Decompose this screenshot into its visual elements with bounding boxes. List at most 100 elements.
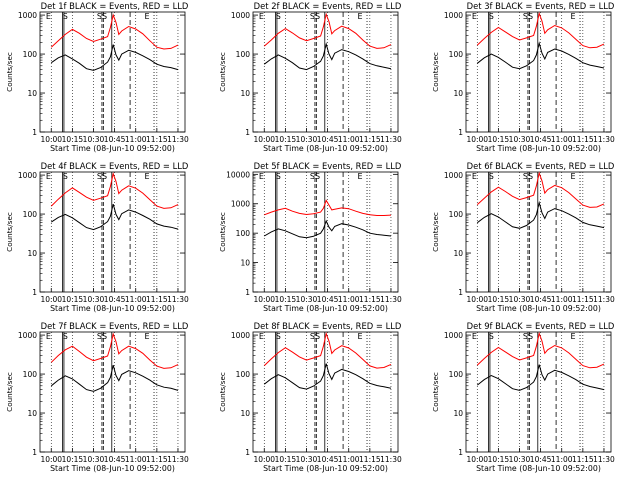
x-tick-label: 11:30 bbox=[593, 455, 615, 464]
event-annotation: SS bbox=[523, 172, 533, 181]
y-tick-label: 1 bbox=[32, 288, 37, 297]
event-annotation: SS bbox=[97, 172, 107, 181]
y-tick-label: 1000 bbox=[231, 11, 250, 20]
plot-svg: Det 8f BLACK = Events, RED = LLD 1 10 100 10… bbox=[218, 321, 402, 473]
plot-title: Det 7f BLACK = Events, RED = LLD bbox=[41, 321, 189, 331]
lld-series-line bbox=[263, 12, 392, 49]
plot-title: Det 2f BLACK = Events, RED = LLD bbox=[254, 1, 402, 11]
event-annotation: SS bbox=[97, 12, 107, 21]
x-tick-label: 11:15 bbox=[572, 295, 594, 304]
event-annotation: S bbox=[489, 332, 494, 341]
event-annotation: S bbox=[63, 12, 68, 21]
x-tick-label: 10:30 bbox=[296, 295, 318, 304]
y-tick-label: 1000 bbox=[231, 200, 250, 209]
x-tick-label: 11:30 bbox=[380, 295, 402, 304]
event-annotation: S bbox=[63, 332, 68, 341]
x-tick-label: 10:30 bbox=[509, 455, 531, 464]
y-tick-label: 10 bbox=[240, 409, 250, 418]
event-annotation: E bbox=[144, 332, 149, 341]
y-tick-label: 1 bbox=[245, 448, 250, 457]
x-axis-label: Start Time (08-Jun-10 09:52:00) bbox=[50, 464, 175, 473]
x-tick-label: 10:15 bbox=[488, 455, 510, 464]
event-annotation: S bbox=[276, 12, 281, 21]
plot-svg: Det 6f BLACK = Events, RED = LLD 1 10 100 10… bbox=[431, 161, 615, 313]
y-tick-label: 10 bbox=[453, 249, 463, 258]
plot-svg: Det 2f BLACK = Events, RED = LLD 1 10 100 10… bbox=[218, 1, 402, 153]
y-tick-label: 10 bbox=[453, 89, 463, 98]
x-tick-label: 10:00 bbox=[466, 135, 488, 144]
events-series-line bbox=[476, 364, 605, 391]
x-tick-label: 11:00 bbox=[551, 295, 573, 304]
plot-frame bbox=[252, 171, 399, 293]
plot-frame bbox=[252, 331, 399, 453]
events-series-line bbox=[51, 203, 179, 231]
detector-plot-2: Det 2f BLACK = Events, RED = LLD 1 10 100 10… bbox=[213, 0, 426, 160]
event-annotation: E bbox=[259, 332, 264, 341]
event-annotation: E bbox=[144, 172, 149, 181]
plot-svg: Det 4f BLACK = Events, RED = LLD 1 10 100 10… bbox=[5, 161, 189, 313]
x-tick-label: 10:45 bbox=[104, 295, 126, 304]
event-annotation: S bbox=[276, 172, 281, 181]
detector-plot-9: Det 9f BLACK = Events, RED = LLD 1 10 100 10… bbox=[426, 320, 639, 480]
lld-series-line bbox=[476, 331, 605, 369]
event-annotation: E bbox=[472, 172, 477, 181]
lld-series-line bbox=[476, 171, 605, 208]
y-tick-label: 10 bbox=[27, 89, 37, 98]
plot-title: Det 3f BLACK = Events, RED = LLD bbox=[467, 1, 615, 11]
x-tick-label: 10:00 bbox=[253, 455, 275, 464]
y-tick-label: 1 bbox=[458, 128, 463, 137]
x-tick-label: 11:00 bbox=[338, 295, 360, 304]
x-tick-label: 10:00 bbox=[40, 455, 62, 464]
x-tick-label: 10:30 bbox=[83, 455, 105, 464]
event-annotation: E bbox=[570, 172, 575, 181]
x-tick-label: 11:30 bbox=[593, 295, 615, 304]
y-tick-label: 1000 bbox=[444, 331, 463, 340]
plot-title: Det 1f BLACK = Events, RED = LLD bbox=[41, 1, 189, 11]
x-tick-label: 11:15 bbox=[146, 295, 168, 304]
x-tick-label: 11:15 bbox=[572, 135, 594, 144]
detector-plot-4: Det 4f BLACK = Events, RED = LLD 1 10 100 10… bbox=[0, 160, 213, 320]
y-tick-label: 1 bbox=[458, 288, 463, 297]
x-tick-label: 10:30 bbox=[509, 135, 531, 144]
y-tick-label: 10 bbox=[27, 249, 37, 258]
event-annotation: E bbox=[570, 12, 575, 21]
x-tick-label: 10:00 bbox=[40, 135, 62, 144]
plot-svg: Det 1f BLACK = Events, RED = LLD 1 10 100 10… bbox=[5, 1, 189, 153]
y-tick-label: 1000 bbox=[231, 331, 250, 340]
x-tick-label: 11:30 bbox=[167, 295, 189, 304]
event-annotation: S bbox=[489, 12, 494, 21]
y-tick-label: 1000 bbox=[18, 171, 37, 180]
x-tick-label: 10:45 bbox=[104, 455, 126, 464]
plot-frame bbox=[39, 11, 186, 133]
x-tick-label: 11:00 bbox=[551, 135, 573, 144]
event-annotation: E bbox=[259, 172, 264, 181]
y-tick-label: 1 bbox=[245, 288, 250, 297]
x-tick-label: 10:45 bbox=[530, 455, 552, 464]
x-tick-label: 10:00 bbox=[253, 295, 275, 304]
y-tick-label: 10 bbox=[27, 409, 37, 418]
x-tick-label: 11:00 bbox=[551, 455, 573, 464]
plot-title: Det 9f BLACK = Events, RED = LLD bbox=[467, 321, 615, 331]
x-tick-label: 11:00 bbox=[338, 455, 360, 464]
x-tick-label: 10:15 bbox=[488, 295, 510, 304]
plot-frame bbox=[39, 331, 186, 453]
x-axis-label: Start Time (08-Jun-10 09:52:00) bbox=[476, 304, 601, 313]
lld-series-line bbox=[50, 172, 179, 209]
lld-series-line bbox=[50, 332, 179, 369]
y-axis-label: Counts/sec bbox=[218, 212, 227, 252]
y-tick-label: 1 bbox=[32, 128, 37, 137]
y-axis-label: Counts/sec bbox=[5, 52, 14, 92]
y-tick-label: 100 bbox=[236, 229, 251, 238]
x-tick-label: 10:45 bbox=[530, 135, 552, 144]
y-axis-label: Counts/sec bbox=[431, 212, 440, 252]
event-annotation: SS bbox=[97, 332, 107, 341]
event-annotation: E bbox=[46, 12, 51, 21]
x-tick-label: 10:00 bbox=[40, 295, 62, 304]
x-tick-label: 10:15 bbox=[275, 295, 297, 304]
x-tick-label: 11:30 bbox=[167, 135, 189, 144]
y-tick-label: 100 bbox=[23, 210, 38, 219]
y-tick-label: 1000 bbox=[18, 11, 37, 20]
x-tick-label: 10:15 bbox=[62, 295, 84, 304]
x-tick-label: 11:00 bbox=[125, 135, 147, 144]
